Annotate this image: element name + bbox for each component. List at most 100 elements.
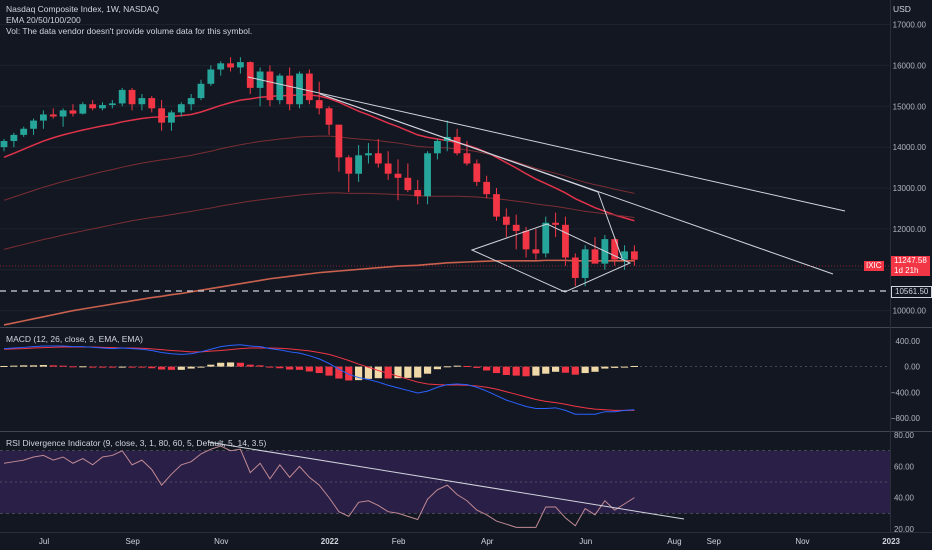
candle[interactable] xyxy=(473,159,481,186)
volume-legend[interactable]: Vol: The data vendor doesn't provide vol… xyxy=(6,26,253,36)
candle-body xyxy=(286,75,294,105)
candle[interactable] xyxy=(168,110,175,131)
macd-histogram-bar xyxy=(148,366,156,369)
macd-histogram-bar xyxy=(492,366,501,374)
candle[interactable] xyxy=(217,61,225,76)
candle-body xyxy=(227,63,234,68)
candle[interactable] xyxy=(384,151,392,180)
macd-tick-label: 400.00 xyxy=(896,337,921,346)
candle[interactable] xyxy=(365,143,372,164)
candle-body xyxy=(473,163,481,182)
candle[interactable] xyxy=(355,145,362,182)
symbol-title[interactable]: Nasdaq Composite Index, 1W, NASDAQ xyxy=(6,4,160,14)
macd-histogram-bar xyxy=(305,366,313,372)
trendline-drawings[interactable] xyxy=(0,76,890,293)
macd-histogram-bar xyxy=(256,365,264,367)
candle[interactable] xyxy=(581,245,589,287)
candle[interactable] xyxy=(296,71,303,109)
candle[interactable] xyxy=(20,126,28,137)
candle[interactable] xyxy=(502,208,510,238)
candle[interactable] xyxy=(512,214,520,250)
candle[interactable] xyxy=(591,237,599,264)
macd-histogram-bar xyxy=(364,366,373,379)
candle[interactable] xyxy=(434,138,441,160)
candle[interactable] xyxy=(138,94,146,111)
candle[interactable] xyxy=(532,228,540,260)
candle[interactable] xyxy=(118,87,126,107)
candle[interactable] xyxy=(631,245,638,266)
candle[interactable] xyxy=(404,163,412,193)
candle[interactable] xyxy=(79,102,87,115)
candle-body xyxy=(542,222,550,254)
candle[interactable] xyxy=(177,102,185,117)
macd-lines xyxy=(3,344,635,415)
candle[interactable] xyxy=(40,110,47,129)
candle[interactable] xyxy=(207,65,215,86)
macd-axis[interactable]: 400.00 0.00 −400.00 −800.00 xyxy=(891,337,921,423)
candle-body xyxy=(404,177,412,191)
time-axis[interactable]: Jul Sep Nov 2022 Feb Apr Jun Aug Sep Nov 2023 xyxy=(39,537,901,546)
upper-trendline[interactable] xyxy=(247,76,846,212)
candle[interactable] xyxy=(237,57,244,74)
candle[interactable] xyxy=(49,108,57,119)
time-tick-label: Aug xyxy=(667,537,681,546)
candle[interactable] xyxy=(611,237,619,266)
candle[interactable] xyxy=(483,175,491,199)
candle[interactable] xyxy=(562,216,569,266)
candle[interactable] xyxy=(89,100,97,111)
candle[interactable] xyxy=(276,73,284,105)
candle[interactable] xyxy=(99,102,106,111)
candle[interactable] xyxy=(305,69,313,105)
price-grid xyxy=(0,24,890,312)
candle[interactable] xyxy=(108,100,116,109)
candle[interactable] xyxy=(227,57,234,72)
candle-body xyxy=(158,108,165,123)
rsi-trendline[interactable] xyxy=(207,441,685,520)
candle[interactable] xyxy=(69,104,77,117)
candle[interactable] xyxy=(266,65,274,107)
candle[interactable] xyxy=(374,138,382,168)
macd-histogram-bar xyxy=(138,366,146,368)
candle-body xyxy=(591,249,599,264)
wedge-right-line[interactable] xyxy=(597,191,623,259)
diamond-pattern[interactable] xyxy=(470,223,632,293)
candle[interactable] xyxy=(424,151,431,205)
candle[interactable] xyxy=(493,188,500,221)
candle[interactable] xyxy=(414,179,422,205)
candle[interactable] xyxy=(335,124,343,172)
macd-legend[interactable]: MACD (12, 26, close, 9, EMA, EMA) xyxy=(6,334,143,344)
macd-histogram-bar xyxy=(39,365,47,367)
candle[interactable] xyxy=(148,96,156,113)
candle[interactable] xyxy=(552,212,559,238)
candle[interactable] xyxy=(522,226,530,258)
candle[interactable] xyxy=(30,118,37,135)
macd-histogram-bar xyxy=(591,366,599,372)
candle-body xyxy=(177,104,185,113)
candle[interactable] xyxy=(315,81,323,115)
candle[interactable] xyxy=(59,108,67,127)
macd-histogram-bar xyxy=(394,366,402,379)
candle[interactable] xyxy=(0,138,8,152)
currency-label: USD xyxy=(893,4,911,14)
time-tick-label: Sep xyxy=(707,537,722,546)
candle[interactable] xyxy=(542,216,550,258)
candle[interactable] xyxy=(345,155,353,193)
candle[interactable] xyxy=(10,132,18,148)
wedge-upper-line[interactable] xyxy=(322,94,599,193)
candle-body xyxy=(315,100,323,109)
rsi-axis[interactable]: 80.00 60.00 40.00 20.00 xyxy=(894,431,915,534)
macd-histogram-bar xyxy=(89,366,97,368)
ema-line xyxy=(3,259,635,326)
ema-legend[interactable]: EMA 20/50/100/200 xyxy=(6,15,81,25)
candle-body xyxy=(40,114,47,121)
candle[interactable] xyxy=(286,67,294,111)
candle[interactable] xyxy=(128,87,136,111)
candle[interactable] xyxy=(197,79,205,101)
rsi-legend[interactable]: RSI Divergence Indicator (9, close, 3, 1… xyxy=(6,438,267,448)
candle[interactable] xyxy=(158,100,165,131)
candle[interactable] xyxy=(325,106,333,135)
candle[interactable] xyxy=(394,159,402,201)
candle[interactable] xyxy=(187,94,195,111)
candle[interactable] xyxy=(571,253,579,287)
